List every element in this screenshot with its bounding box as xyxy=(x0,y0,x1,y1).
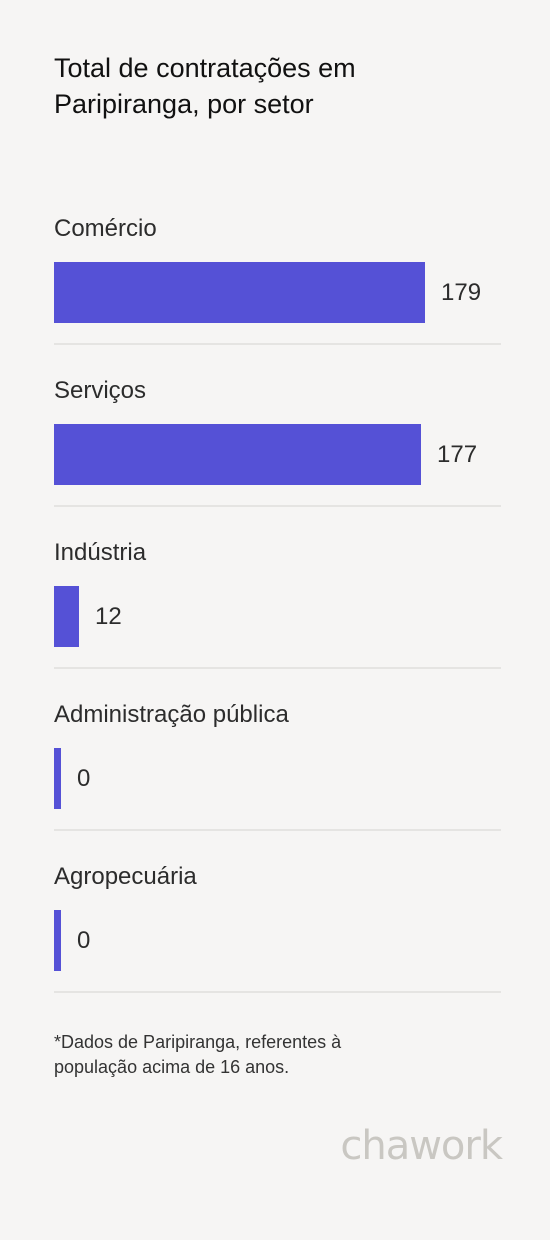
row-divider xyxy=(54,667,501,669)
chart-title-line-1: Total de contratações em xyxy=(54,53,356,83)
bar-row: Administração pública 0 xyxy=(54,686,501,848)
bar-row: Agropecuária 0 xyxy=(54,848,501,1010)
chawork-logo: chawork xyxy=(340,1123,503,1169)
category-label: Indústria xyxy=(54,539,147,566)
bar-chart: Comércio 179 Serviços 177 Indústria 12 Adminis… xyxy=(54,200,501,1010)
bar-row: Indústria 12 xyxy=(54,524,501,686)
chart-title-line-2: Paripiranga, por setor xyxy=(54,89,314,119)
bar xyxy=(54,586,79,647)
bar xyxy=(54,262,425,323)
category-label: Serviços xyxy=(54,377,147,404)
value-label: 177 xyxy=(437,441,478,468)
footnote-line-2: população acima de 16 anos. xyxy=(54,1057,290,1077)
row-divider xyxy=(54,343,501,345)
category-label: Agropecuária xyxy=(54,863,197,890)
bar xyxy=(54,748,61,809)
row-divider xyxy=(54,829,501,831)
value-label: 179 xyxy=(441,279,482,306)
value-label: 0 xyxy=(77,927,91,954)
footnote-line-1: *Dados de Paripiranga, referentes à xyxy=(54,1032,342,1052)
row-divider xyxy=(54,991,501,993)
category-label: Administração pública xyxy=(54,701,289,728)
row-divider xyxy=(54,505,501,507)
value-label: 0 xyxy=(77,765,91,792)
bar xyxy=(54,910,61,971)
bar-row: Comércio 179 xyxy=(54,200,501,362)
bar xyxy=(54,424,421,485)
footnote: *Dados de Paripiranga, referentes à popu… xyxy=(54,1030,494,1080)
bar-row: Serviços 177 xyxy=(54,362,501,524)
chart-title: Total de contratações em Paripiranga, po… xyxy=(54,50,494,122)
value-label: 12 xyxy=(95,603,122,630)
category-label: Comércio xyxy=(54,215,157,242)
